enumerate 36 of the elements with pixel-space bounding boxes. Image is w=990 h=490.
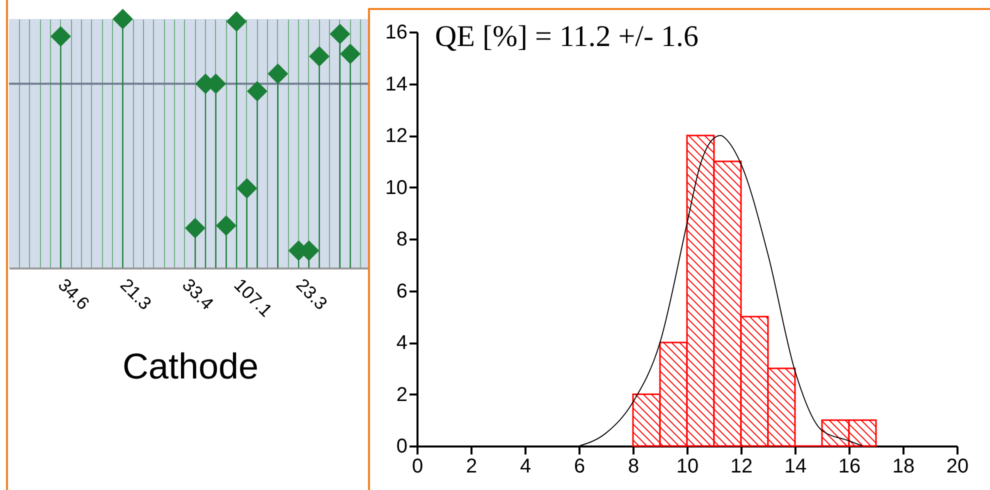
x-tick-label: 14 [784, 456, 807, 478]
y-tick-label: 0 [396, 436, 408, 458]
point [184, 218, 206, 238]
y-tick-label: 16 [385, 22, 408, 44]
x-tick-label: 21.3 [116, 274, 156, 314]
x-tick-label: 16 [838, 456, 861, 478]
x-tick-label: 12 [730, 456, 753, 478]
x-tick-label: 10 [676, 456, 699, 478]
point [309, 46, 330, 67]
x-tick-label: 6 [574, 456, 586, 478]
point [246, 80, 268, 102]
point [50, 26, 71, 47]
y-tick-label: 2 [396, 384, 408, 406]
x-tick-label: 8 [628, 456, 640, 478]
point [216, 215, 236, 236]
x-tick-label: 23.3 [292, 274, 332, 314]
x-axis-title: Cathode [122, 346, 259, 387]
x-tick-label: 34.6 [54, 274, 94, 314]
x-tick-label: 0 [412, 456, 424, 478]
y-tick-label: 12 [385, 125, 408, 147]
point [226, 11, 247, 32]
annotation: QE [%] = 11.2 +/- 1.6 [435, 20, 699, 53]
y-tick-label: 10 [385, 176, 408, 199]
y-tick-label: 14 [385, 73, 408, 96]
x-tick-label: 20 [946, 456, 969, 478]
x-tick-label: 4 [520, 456, 532, 478]
point [268, 64, 288, 84]
x-tick-label: 18 [892, 456, 915, 478]
point [330, 24, 350, 44]
y-tick-label: 4 [396, 332, 408, 354]
x-tick-label: 2 [466, 456, 478, 478]
x-tick-label: 33.4 [178, 274, 218, 314]
point [112, 8, 134, 30]
y-tick-label: 8 [396, 228, 408, 250]
point [340, 44, 361, 64]
point [236, 178, 258, 199]
